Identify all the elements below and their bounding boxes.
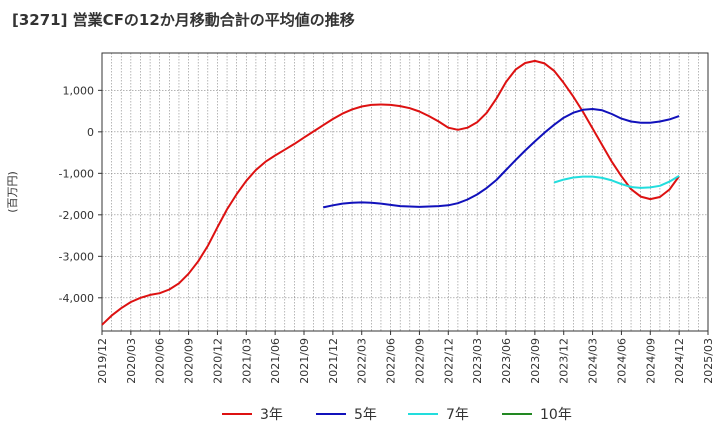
x-tick-label: 2022/12: [442, 338, 455, 384]
x-tick-label: 2024/03: [587, 338, 600, 384]
legend-label-3: 10年: [540, 407, 572, 423]
legend: 3年 5年 7年 10年: [222, 407, 572, 423]
x-tick-label: 2020/09: [183, 338, 196, 384]
x-tick-label: 2023/06: [500, 338, 513, 384]
legend-label-2: 7年: [446, 407, 469, 423]
x-tick-label: 2023/12: [558, 338, 571, 384]
x-tick-label: 2022/09: [413, 338, 426, 384]
x-tick-label: 2024/06: [615, 338, 628, 384]
x-tick-label: 2020/12: [211, 338, 224, 384]
x-tick-label: 2024/12: [673, 338, 686, 384]
y-axis-label: (百万円): [6, 171, 19, 213]
x-tick-label: 2020/03: [125, 338, 138, 384]
series-lines: [101, 59, 680, 326]
x-tick-label: 2021/03: [240, 338, 253, 384]
plot-area: [101, 52, 709, 332]
chart-title: [3271] 営業CFの12か月移動合計の平均値の推移: [12, 11, 355, 29]
x-tick-label: 2021/06: [269, 338, 282, 384]
x-tick-label: 2023/09: [529, 338, 542, 384]
x-tick-label: 2023/03: [471, 338, 484, 384]
x-tick-label: 2020/06: [154, 338, 167, 384]
series-line-1: [322, 108, 680, 209]
y-tick-label: 0: [87, 126, 94, 139]
x-tick-label: 2019/12: [96, 338, 109, 384]
x-tick-label: 2022/03: [356, 338, 369, 384]
series-line-0: [101, 59, 680, 326]
legend-label-1: 5年: [354, 407, 377, 423]
x-tick-label: 2024/09: [644, 338, 657, 384]
x-tick-label: 2021/12: [327, 338, 340, 384]
x-tick-label: 2021/09: [298, 338, 311, 384]
series-line-2: [553, 174, 680, 189]
x-tick-label: 2025/03: [702, 338, 715, 384]
y-axis: 1,000 0 -1,000 -2,000 -3,000 -4,000: [59, 84, 102, 305]
grid-lines: [102, 53, 708, 331]
x-axis: 2019/12 2020/03 2020/06 2020/09 2020/12 2021/…: [96, 331, 715, 384]
y-tick-label: -1,000: [59, 167, 94, 180]
y-tick-label: -3,000: [59, 250, 94, 263]
legend-label-0: 3年: [260, 407, 283, 423]
y-tick-label: -4,000: [59, 292, 94, 305]
x-tick-label: 2022/06: [385, 338, 398, 384]
y-tick-label: -2,000: [59, 209, 94, 222]
y-tick-label: 1,000: [63, 84, 95, 97]
